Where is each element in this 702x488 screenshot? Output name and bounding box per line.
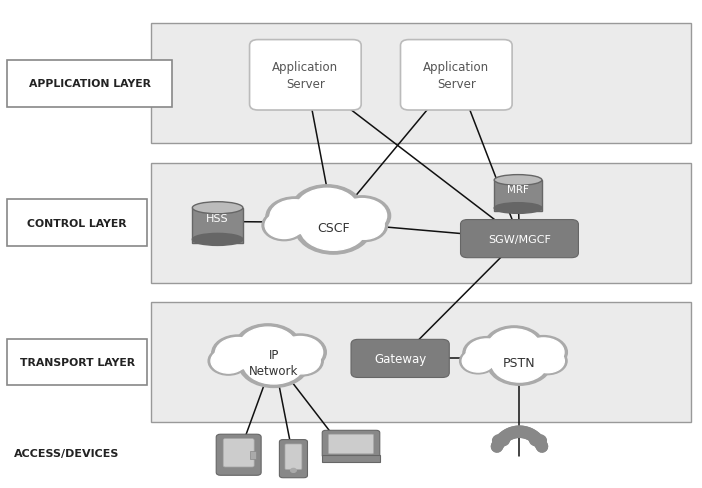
Circle shape (280, 346, 323, 376)
FancyBboxPatch shape (151, 303, 691, 422)
FancyBboxPatch shape (279, 440, 307, 478)
Circle shape (529, 434, 546, 446)
FancyBboxPatch shape (216, 434, 261, 475)
FancyBboxPatch shape (285, 444, 302, 469)
FancyBboxPatch shape (250, 41, 361, 111)
Text: SGW/MGCF: SGW/MGCF (488, 234, 551, 244)
Circle shape (296, 189, 358, 232)
Circle shape (462, 350, 494, 372)
Circle shape (274, 334, 326, 371)
FancyBboxPatch shape (151, 24, 691, 144)
Circle shape (487, 340, 552, 386)
FancyBboxPatch shape (151, 163, 691, 283)
Circle shape (531, 349, 564, 373)
FancyBboxPatch shape (400, 41, 512, 111)
Text: HSS: HSS (206, 213, 229, 223)
Circle shape (238, 338, 310, 387)
Text: PSTN: PSTN (503, 356, 536, 369)
Circle shape (528, 347, 567, 375)
Circle shape (466, 339, 508, 368)
Circle shape (291, 185, 364, 236)
Circle shape (291, 468, 296, 472)
Text: MRF: MRF (507, 185, 529, 195)
Circle shape (266, 198, 323, 237)
Circle shape (491, 343, 548, 382)
Circle shape (265, 213, 303, 239)
Circle shape (333, 196, 390, 236)
Ellipse shape (494, 203, 542, 214)
Text: Application
Server: Application Server (272, 61, 338, 91)
Text: APPLICATION LAYER: APPLICATION LAYER (29, 79, 150, 89)
FancyBboxPatch shape (7, 61, 172, 107)
Circle shape (216, 338, 260, 369)
FancyBboxPatch shape (250, 451, 256, 459)
FancyBboxPatch shape (322, 455, 380, 462)
Circle shape (338, 199, 387, 233)
Ellipse shape (192, 203, 243, 214)
Text: Gateway: Gateway (374, 352, 426, 365)
Circle shape (277, 337, 323, 368)
Circle shape (340, 209, 388, 242)
Text: TRANSPORT LAYER: TRANSPORT LAYER (20, 357, 135, 367)
Ellipse shape (494, 175, 542, 186)
Circle shape (239, 327, 296, 367)
Text: IP
Network: IP Network (249, 348, 298, 377)
FancyBboxPatch shape (351, 340, 449, 378)
Text: ACCESS/DEVICES: ACCESS/DEVICES (14, 448, 119, 458)
Circle shape (460, 348, 496, 374)
Circle shape (295, 201, 373, 255)
Circle shape (493, 434, 510, 446)
FancyBboxPatch shape (461, 220, 578, 258)
Circle shape (212, 335, 264, 372)
FancyBboxPatch shape (494, 181, 542, 212)
Circle shape (519, 336, 567, 369)
Circle shape (523, 338, 564, 367)
FancyBboxPatch shape (329, 434, 373, 454)
Circle shape (484, 326, 545, 368)
Circle shape (208, 347, 249, 375)
Text: CSCF: CSCF (317, 222, 350, 234)
FancyBboxPatch shape (7, 200, 147, 246)
Text: CONTROL LAYER: CONTROL LAYER (27, 218, 127, 228)
Circle shape (284, 348, 320, 374)
FancyBboxPatch shape (192, 208, 243, 244)
Circle shape (300, 204, 367, 251)
Circle shape (344, 212, 384, 240)
FancyBboxPatch shape (7, 339, 147, 386)
Circle shape (211, 349, 246, 373)
FancyBboxPatch shape (223, 439, 254, 467)
Circle shape (262, 210, 306, 241)
Circle shape (234, 324, 301, 371)
Circle shape (463, 337, 511, 370)
Circle shape (270, 200, 319, 235)
Circle shape (488, 329, 541, 366)
FancyBboxPatch shape (322, 430, 380, 458)
Text: Application
Server: Application Server (423, 61, 489, 91)
Circle shape (243, 342, 305, 384)
Ellipse shape (192, 234, 243, 246)
